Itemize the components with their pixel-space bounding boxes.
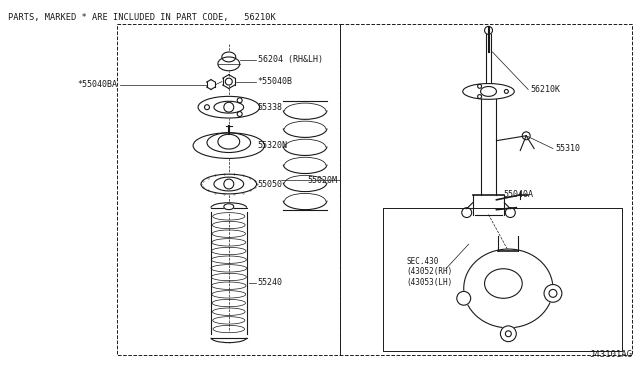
Circle shape (205, 105, 209, 110)
Ellipse shape (224, 204, 234, 210)
Ellipse shape (463, 84, 515, 99)
Text: SEC.430
(43052(RH)
(43053(LH): SEC.430 (43052(RH) (43053(LH) (406, 257, 452, 287)
Text: 55020M: 55020M (308, 176, 338, 185)
Text: 55240: 55240 (257, 278, 282, 287)
Text: *55040BA: *55040BA (78, 80, 118, 89)
Ellipse shape (211, 203, 246, 212)
Ellipse shape (218, 134, 240, 149)
Ellipse shape (193, 133, 264, 158)
Ellipse shape (218, 57, 240, 71)
Text: *55040B: *55040B (257, 77, 292, 86)
Ellipse shape (198, 96, 260, 118)
Ellipse shape (464, 249, 553, 328)
Ellipse shape (214, 177, 244, 191)
Text: 55040A: 55040A (504, 190, 533, 199)
Circle shape (544, 285, 562, 302)
Ellipse shape (211, 333, 246, 343)
Ellipse shape (484, 269, 522, 298)
Ellipse shape (481, 87, 497, 96)
Circle shape (225, 78, 232, 85)
Text: 55320N: 55320N (257, 141, 287, 150)
Circle shape (224, 179, 234, 189)
Text: 55338: 55338 (257, 103, 282, 112)
Ellipse shape (207, 133, 251, 153)
Circle shape (457, 291, 470, 305)
Text: 56204 (RH&LH): 56204 (RH&LH) (257, 55, 323, 64)
Circle shape (237, 98, 242, 103)
Text: 56210K: 56210K (530, 85, 560, 94)
Circle shape (224, 102, 234, 112)
Text: 55050: 55050 (257, 180, 282, 189)
Text: PARTS, MARKED * ARE INCLUDED IN PART CODE,   56210K: PARTS, MARKED * ARE INCLUDED IN PART COD… (8, 13, 275, 22)
Text: 55310: 55310 (555, 144, 580, 153)
Ellipse shape (214, 101, 244, 113)
Text: J43101AG: J43101AG (589, 350, 632, 359)
Circle shape (237, 112, 242, 116)
Ellipse shape (222, 52, 236, 62)
Circle shape (500, 326, 516, 341)
Ellipse shape (201, 174, 257, 194)
